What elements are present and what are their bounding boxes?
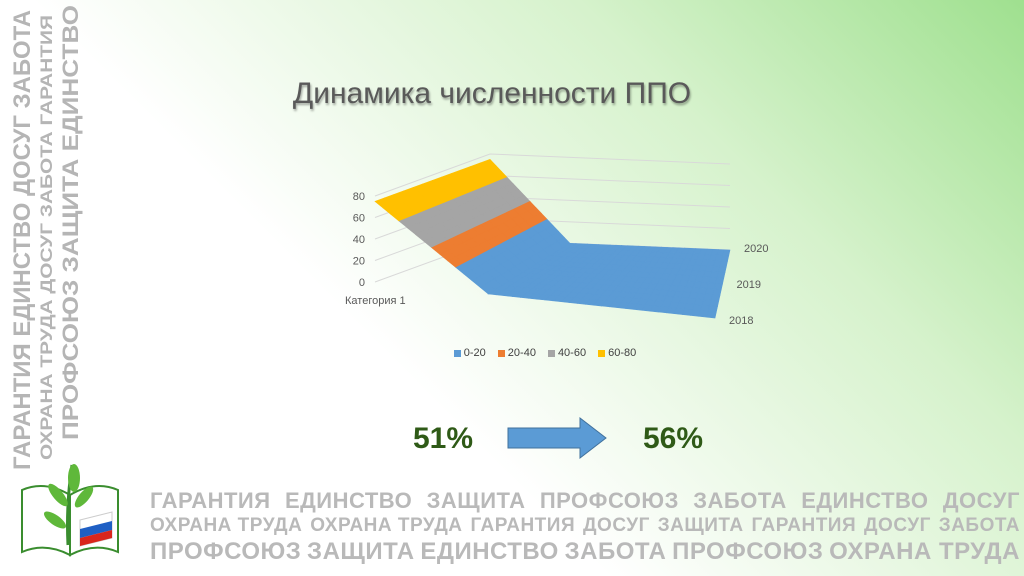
legend-swatch — [497, 349, 505, 357]
arrow — [507, 416, 607, 460]
legend-item: 60-80 — [598, 347, 636, 359]
watermark-word: ОХРАНА ТРУДА — [150, 515, 303, 536]
legend-label: 0-20 — [463, 347, 486, 359]
legend-swatch — [453, 349, 461, 357]
series-label: 2018 — [729, 315, 753, 327]
watermark-column: ОХРАНА ТРУДА ДОСУГ ЗАБОТА ГАРАНТИЯ — [37, 15, 56, 460]
surface-cell — [716, 271, 726, 279]
watermark-word: ЕДИНСТВО — [284, 488, 413, 513]
surface-patch — [487, 268, 627, 307]
watermark-word: ЕДИНСТВО — [801, 488, 929, 513]
surface-patch — [625, 246, 731, 285]
watermark-column: ГАРАНТИЯ ЕДИНСТВО ДОСУГ ЗАБОТА — [9, 10, 36, 470]
watermark-word: ГАРАНТИЯ — [470, 515, 576, 536]
watermark-word: ЕДИНСТВО — [420, 538, 559, 565]
legend-label: 20-40 — [507, 347, 536, 359]
watermark-word: ДОСУГ — [864, 515, 931, 536]
surface-cell — [722, 249, 731, 256]
watermark-word: ЗАЩИТА — [657, 515, 744, 536]
watermark-word: ПРОФСОЮЗ — [672, 538, 824, 565]
watermark-word: ЗАБОТА — [564, 538, 667, 565]
watermark-word: ГАРАНТИЯ — [150, 488, 271, 513]
surface-cell — [710, 294, 721, 302]
legend: 0-20 20-40 40-60 60-80 — [345, 347, 745, 359]
watermark-row: ОХРАНА ТРУДА ОХРАНА ТРУДА ГАРАНТИЯ ДОСУГ ЗАЩ… — [150, 515, 1020, 537]
surface-patch — [374, 180, 530, 295]
plot: 0 20 40 60 80 Категория 1 2018 2019 2020 — [345, 153, 768, 327]
watermark-word: ОХРАНА ТРУДА — [829, 538, 1020, 565]
surface-cell — [715, 277, 725, 285]
x-tick-label: Категория 1 — [345, 295, 406, 307]
logo — [21, 464, 119, 557]
slide-title: Динамика численности ППО — [293, 77, 691, 110]
legend-item: 40-60 — [547, 347, 587, 359]
surface-cell — [706, 311, 717, 319]
watermark-word: ПРОФСОЮЗ — [150, 538, 302, 565]
surface-cell — [721, 255, 730, 262]
watermark-word: ЗАБОТА — [693, 488, 787, 513]
legend-item: 20-40 — [497, 347, 536, 359]
watermark-row: ГАРАНТИЯ ЕДИНСТВО ЗАЩИТА ПРОФСОЮЗ ЗАБОТА ЕДИН… — [150, 488, 1020, 514]
surface-cell — [719, 260, 728, 268]
watermark-word: ДОСУГ — [583, 515, 650, 536]
watermark-row: ПРОФСОЮЗ ЗАЩИТА ЕДИНСТВО ЗАБОТА ПРОФСОЮЗ ОХРА… — [150, 538, 1020, 566]
legend-label: 40-60 — [557, 347, 587, 359]
watermark-word: ДОСУГ — [942, 488, 1020, 513]
series-label: 2020 — [744, 243, 768, 255]
watermark-column: ПРОФСОЮЗ ЗАЩИТА ЕДИНСТВО — [58, 5, 83, 440]
z-tick-label: 20 — [353, 256, 365, 268]
surface-patch — [601, 276, 723, 319]
legend-swatch — [598, 349, 606, 357]
watermark-word: ПРОФСОЮЗ — [539, 488, 679, 513]
grid-line — [374, 153, 731, 197]
surface-cell — [712, 288, 722, 296]
comparison-from: 51% — [413, 422, 473, 455]
watermark-word: ЗАЩИТА — [426, 488, 526, 513]
z-tick-label: 60 — [353, 213, 365, 225]
surface-patch — [528, 243, 651, 277]
surface-cell — [718, 266, 727, 273]
surface-cell — [713, 283, 723, 290]
series-label: 2019 — [737, 279, 761, 291]
watermark-word: ОХРАНА ТРУДА — [310, 515, 463, 536]
watermark-word: ЗАЩИТА — [307, 538, 415, 565]
z-tick-label: 0 — [359, 277, 365, 289]
watermark-word: ГАРАНТИЯ — [751, 515, 857, 536]
surface-patch — [431, 159, 571, 270]
comparison-to: 56% — [643, 422, 703, 455]
z-tick-label: 80 — [353, 191, 365, 203]
surface-cell — [709, 299, 720, 307]
legend-label: 60-80 — [608, 347, 637, 359]
z-tick-label: 40 — [353, 234, 365, 246]
watermark-word: ЗАБОТА — [938, 515, 1020, 536]
legend-item: 0-20 — [453, 347, 486, 359]
legend-swatch — [547, 349, 555, 357]
